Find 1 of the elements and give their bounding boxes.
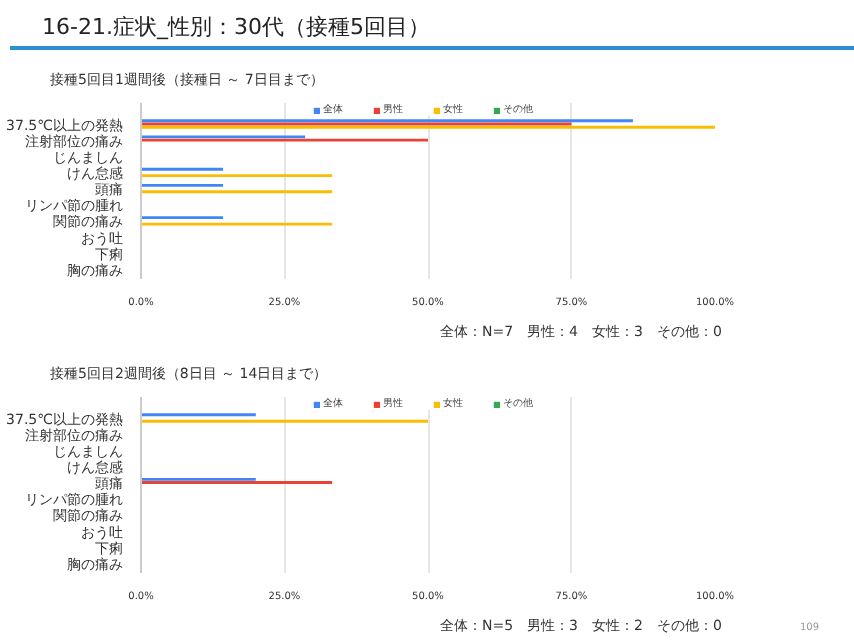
chart-title: 16-21.症状_性別：30代（接種5回目） <box>42 12 430 44</box>
